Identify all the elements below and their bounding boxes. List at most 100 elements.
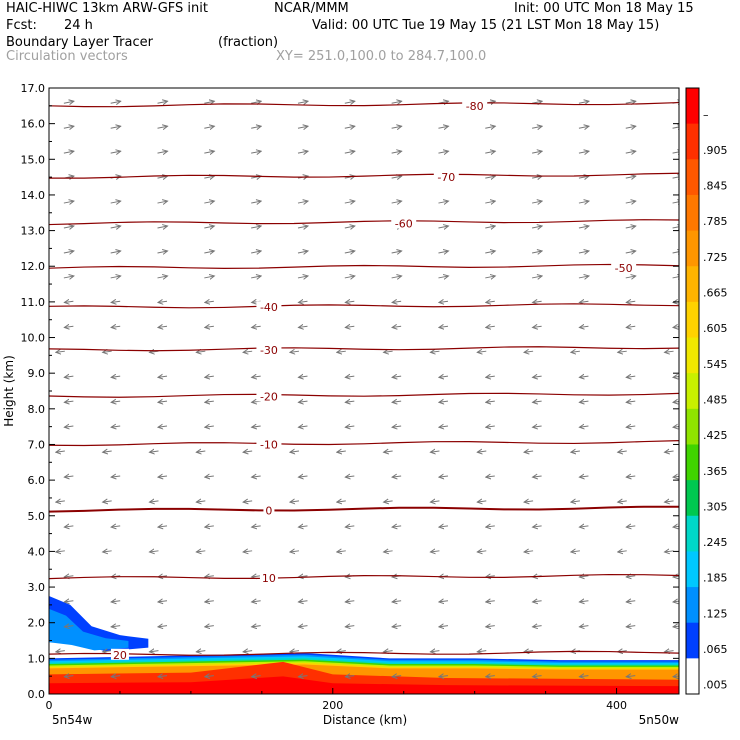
circulation-vector <box>571 501 580 502</box>
circulation-vector <box>625 101 636 103</box>
contour-label: -30 <box>260 344 278 357</box>
circulation-vector <box>486 326 495 327</box>
valid-time: Valid: 00 UTC Tue 19 May 15 (21 LST Mon … <box>312 18 660 33</box>
circulation-vector <box>56 501 65 502</box>
circulation-vector <box>205 426 214 427</box>
circulation-vector <box>110 226 121 228</box>
circulation-vector <box>56 551 65 552</box>
circulation-vector <box>64 376 74 377</box>
contour-label: -50 <box>615 262 633 275</box>
circulation-vector <box>157 126 168 128</box>
circulation-vector <box>578 151 589 153</box>
colorbar-label: .725 <box>703 251 728 264</box>
circulation-vector <box>439 626 449 627</box>
circulation-vector <box>205 301 214 302</box>
contour-label-bg <box>256 438 282 450</box>
circulation-vector <box>150 501 159 502</box>
circulation-vector <box>477 651 487 652</box>
field-unit: (fraction) <box>218 35 279 50</box>
circulation-vector <box>196 551 206 552</box>
circulation-vector <box>430 351 440 352</box>
circulation-vector <box>290 451 300 452</box>
circulation-vector <box>486 476 495 477</box>
circulation-vector <box>158 476 168 477</box>
circulation-vector <box>439 326 449 327</box>
circulation-vector <box>485 226 495 228</box>
circulation-vector <box>298 401 308 402</box>
circulation-vector <box>439 476 449 477</box>
colorbar-label: .005 <box>703 679 728 692</box>
colorbar-label: .125 <box>703 607 728 620</box>
circulation-vector <box>297 101 308 103</box>
circulation-vector <box>110 251 121 253</box>
circulation-vector <box>391 126 402 128</box>
circulation-vector <box>625 176 636 178</box>
circulation-vector <box>532 201 542 203</box>
circulation-vector <box>252 526 261 527</box>
circulation-vector <box>103 651 112 652</box>
xy-range: XY= 251.0,100.0 to 284.7,100.0 <box>276 49 487 64</box>
circulation-vector <box>290 551 300 552</box>
circulation-vector <box>337 551 346 552</box>
circulation-vector <box>391 176 402 178</box>
circulation-vector <box>533 301 542 302</box>
circulation-vector <box>297 251 308 253</box>
colorbar-swatch <box>686 123 699 160</box>
circulation-vector <box>110 201 121 203</box>
circulation-vector <box>533 476 542 477</box>
temperature-contour <box>49 101 679 108</box>
circulation-vector <box>298 376 308 377</box>
circulation-vector <box>298 301 308 302</box>
circulation-vector <box>64 526 74 527</box>
circulation-vector <box>392 476 402 477</box>
circulation-vector <box>204 201 214 203</box>
temperature-contour <box>49 573 679 580</box>
circulation-vector <box>392 301 402 302</box>
temperature-contour <box>49 346 679 352</box>
circulation-vector <box>344 251 355 253</box>
circulation-vector <box>439 401 449 402</box>
contour-label-bg <box>391 217 417 229</box>
circulation-vector <box>578 176 589 178</box>
circulation-vector <box>56 351 65 352</box>
circulation-vector <box>204 226 214 228</box>
circulation-vector <box>345 601 355 602</box>
colorbar-label: .485 <box>703 393 728 406</box>
circulation-vector <box>337 451 346 452</box>
circulation-vector <box>579 301 589 302</box>
circulation-vector <box>205 576 214 577</box>
circulation-vector <box>63 151 74 153</box>
circulation-vector <box>673 401 679 402</box>
circulation-vector <box>252 476 261 477</box>
circulation-vector <box>579 526 589 527</box>
circulation-vector <box>337 351 346 352</box>
colorbar-label: .365 <box>703 465 728 478</box>
colorbar-swatch <box>686 266 699 303</box>
circulation-vector <box>391 276 402 278</box>
circulation-vector <box>438 226 448 228</box>
circulation-vector <box>252 601 261 602</box>
circulation-vector <box>251 101 261 103</box>
circulation-vector <box>64 326 74 327</box>
circulation-vector <box>150 451 159 452</box>
colorbar-label: .845 <box>703 180 728 193</box>
circulation-vector <box>103 551 112 552</box>
circulation-vector <box>297 126 308 128</box>
circulation-vector <box>344 201 355 203</box>
circulation-vector <box>672 276 679 278</box>
circulation-vector <box>430 451 440 452</box>
circulation-vector <box>626 376 636 377</box>
circulation-vector <box>625 251 636 253</box>
circulation-vector <box>111 476 121 477</box>
circulation-vector <box>297 226 308 228</box>
circulation-vector <box>626 301 636 302</box>
circulation-vector <box>63 126 74 128</box>
contour-label: -70 <box>437 171 455 184</box>
circulation-vector <box>579 426 589 427</box>
y-tick-label: 1.0 <box>28 652 46 665</box>
circulation-vector <box>384 651 393 652</box>
circulation-vector <box>110 101 121 103</box>
circulation-vector <box>533 376 542 377</box>
circulation-vector <box>345 301 355 302</box>
circulation-vector <box>243 651 253 652</box>
